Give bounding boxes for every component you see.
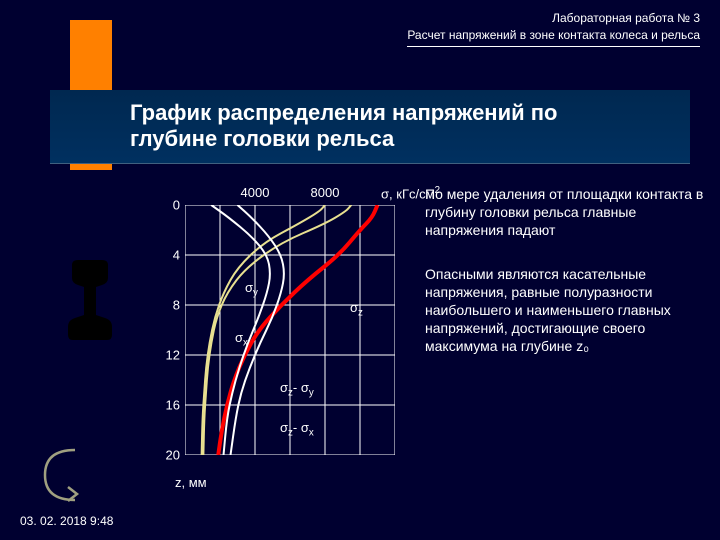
return-icon bbox=[35, 445, 85, 505]
page-header: Лабораторная работа № 3 Расчет напряжени… bbox=[407, 10, 700, 47]
explanation-text: По мере удаления от площадки контакта в … bbox=[425, 185, 705, 381]
rail-icon bbox=[60, 260, 120, 340]
y-tick: 8 bbox=[150, 298, 180, 313]
stress-chart: σ, кГс/см2 04812162040008000 σyσzσxσz- σ… bbox=[150, 190, 420, 500]
y-tick: 4 bbox=[150, 248, 180, 263]
y-tick: 16 bbox=[150, 398, 180, 413]
curve-label: σz bbox=[350, 300, 363, 319]
y-tick: 20 bbox=[150, 448, 180, 463]
y-tick: 12 bbox=[150, 348, 180, 363]
title-band: График распределения напряжений по глуби… bbox=[50, 90, 690, 164]
paragraph-2: Опасными являются касательные напряжения… bbox=[425, 265, 705, 356]
curve-label: σz- σy bbox=[280, 380, 314, 399]
header-line1: Лабораторная работа № 3 bbox=[407, 10, 700, 27]
x-tick: 4000 bbox=[241, 185, 270, 200]
y-tick: 0 bbox=[150, 198, 180, 213]
curve-label: σy bbox=[245, 280, 258, 299]
timestamp: 03. 02. 2018 9:48 bbox=[20, 514, 113, 528]
chart-grid bbox=[185, 205, 395, 455]
x-tick: 8000 bbox=[311, 185, 340, 200]
paragraph-1: По мере удаления от площадки контакта в … bbox=[425, 185, 705, 240]
slide-title: График распределения напряжений по глуби… bbox=[130, 100, 650, 153]
header-line2: Расчет напряжений в зоне контакта колеса… bbox=[407, 27, 700, 47]
y-axis-label: z, мм bbox=[175, 475, 207, 490]
curve-label: σz- σx bbox=[280, 420, 314, 439]
sidebar-graphics bbox=[60, 190, 120, 345]
curve-label: σx bbox=[235, 330, 248, 349]
